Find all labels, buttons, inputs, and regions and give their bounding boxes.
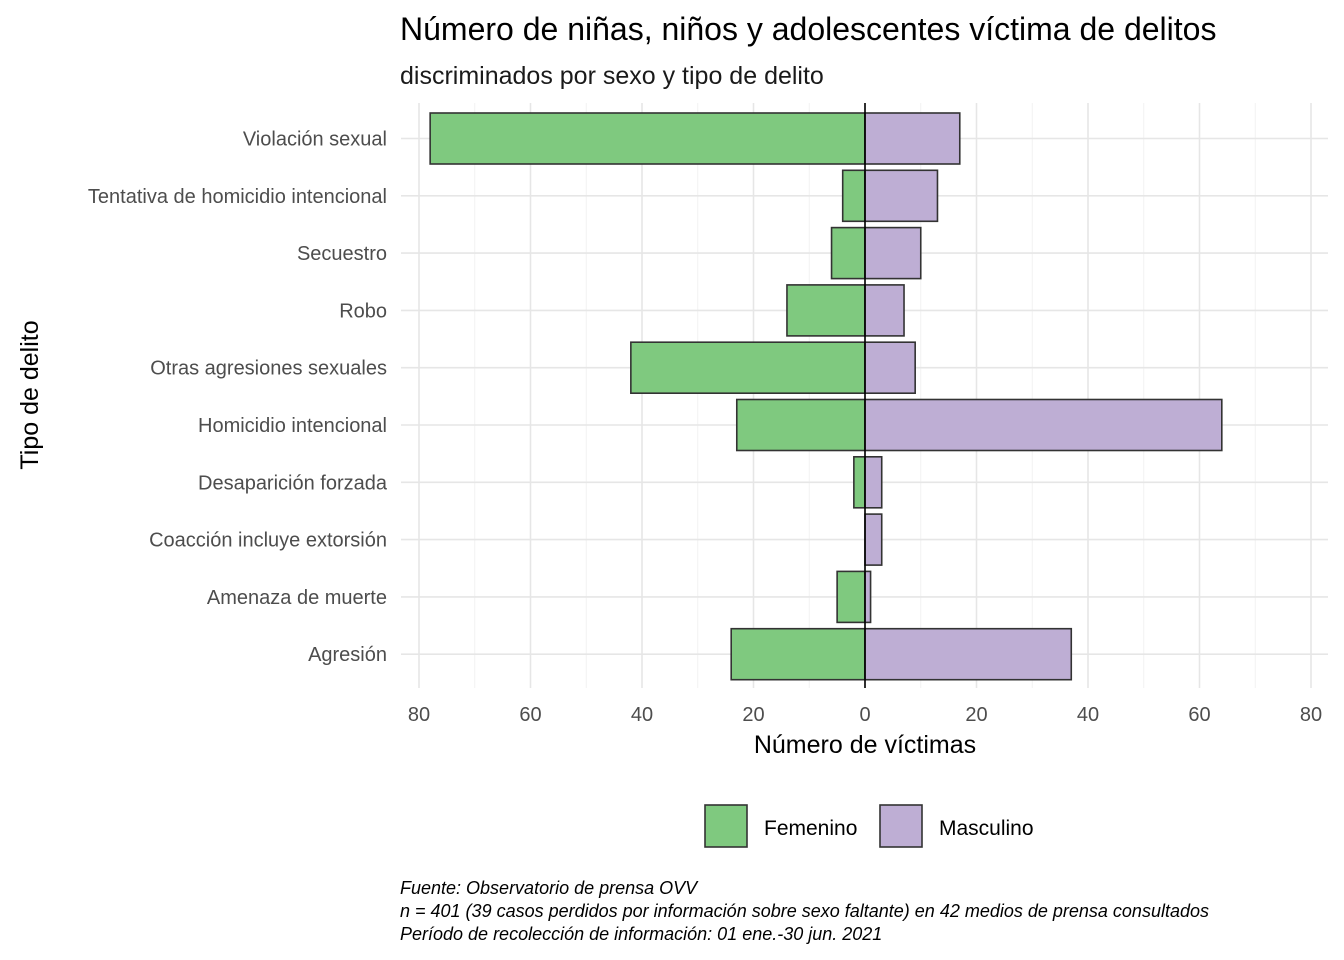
y-tick-label: Agresión <box>308 644 387 666</box>
legend: Femenino Masculino <box>704 804 1034 848</box>
x-tick-label: 40 <box>1077 704 1099 726</box>
x-tick-label: 40 <box>631 704 653 726</box>
y-tick-label: Homicidio intencional <box>198 415 387 437</box>
chart-subtitle: discriminados por sexo y tipo de delito <box>400 62 824 90</box>
bar-femenino <box>853 455 866 509</box>
bar-femenino <box>841 169 866 223</box>
bar-masculino <box>864 513 883 566</box>
caption-line: n = 401 (39 casos perdidos por informaci… <box>400 901 1209 921</box>
bar-masculino <box>864 169 939 223</box>
bar-masculino <box>864 398 1223 452</box>
caption: Fuente: Observatorio de prensa OVV n = 4… <box>400 878 1209 944</box>
x-tick-label: 20 <box>742 704 764 726</box>
bar-masculino <box>864 341 916 395</box>
caption-line: Período de recolección de información: 0… <box>400 924 882 944</box>
legend-key-femenino <box>704 804 748 848</box>
x-tick-label: 80 <box>408 704 430 726</box>
x-tick-labels: 80 60 40 20 0 20 40 60 80 <box>408 704 1322 726</box>
y-tick-label: Coacción incluye extorsión <box>149 530 387 552</box>
bar-femenino <box>836 570 866 624</box>
y-tick-label: Tentativa de homicidio intencional <box>88 186 387 208</box>
bar-femenino <box>735 398 866 452</box>
chart-title: Número de niñas, niños y adolescentes ví… <box>400 11 1216 47</box>
y-tick-label: Otras agresiones sexuales <box>150 358 387 380</box>
y-tick-label: Amenaza de muerte <box>207 587 387 609</box>
bar-masculino <box>864 226 922 280</box>
bar-masculino <box>864 284 905 337</box>
x-tick-label: 80 <box>1300 704 1322 726</box>
bar-femenino <box>429 112 866 165</box>
legend-key-masculino <box>879 804 923 848</box>
bars <box>429 112 1223 681</box>
legend-label-masculino: Masculino <box>939 817 1034 840</box>
bar-masculino <box>864 570 872 624</box>
y-tick-labels: Violación sexual Tentativa de homicidio i… <box>88 129 388 667</box>
bar-masculino <box>864 112 961 165</box>
y-tick-label: Violación sexual <box>243 129 387 151</box>
bar-femenino <box>630 341 866 395</box>
bar-femenino <box>830 226 866 280</box>
y-axis-title: Tipo de delito <box>16 320 44 469</box>
y-tick-label: Secuestro <box>297 243 387 265</box>
x-tick-label: 20 <box>965 704 987 726</box>
bar-femenino <box>730 627 866 681</box>
caption-line: Fuente: Observatorio de prensa OVV <box>400 878 699 898</box>
x-axis-title: Número de víctimas <box>754 731 976 759</box>
bar-masculino <box>864 455 883 509</box>
x-tick-label: 0 <box>859 704 870 726</box>
bar-femenino <box>786 284 866 337</box>
bar-masculino <box>864 627 1073 681</box>
legend-label-femenino: Femenino <box>764 817 857 840</box>
x-tick-label: 60 <box>1188 704 1210 726</box>
y-tick-label: Desaparición forzada <box>198 472 388 494</box>
y-tick-label: Robo <box>339 300 387 322</box>
x-tick-label: 60 <box>519 704 541 726</box>
